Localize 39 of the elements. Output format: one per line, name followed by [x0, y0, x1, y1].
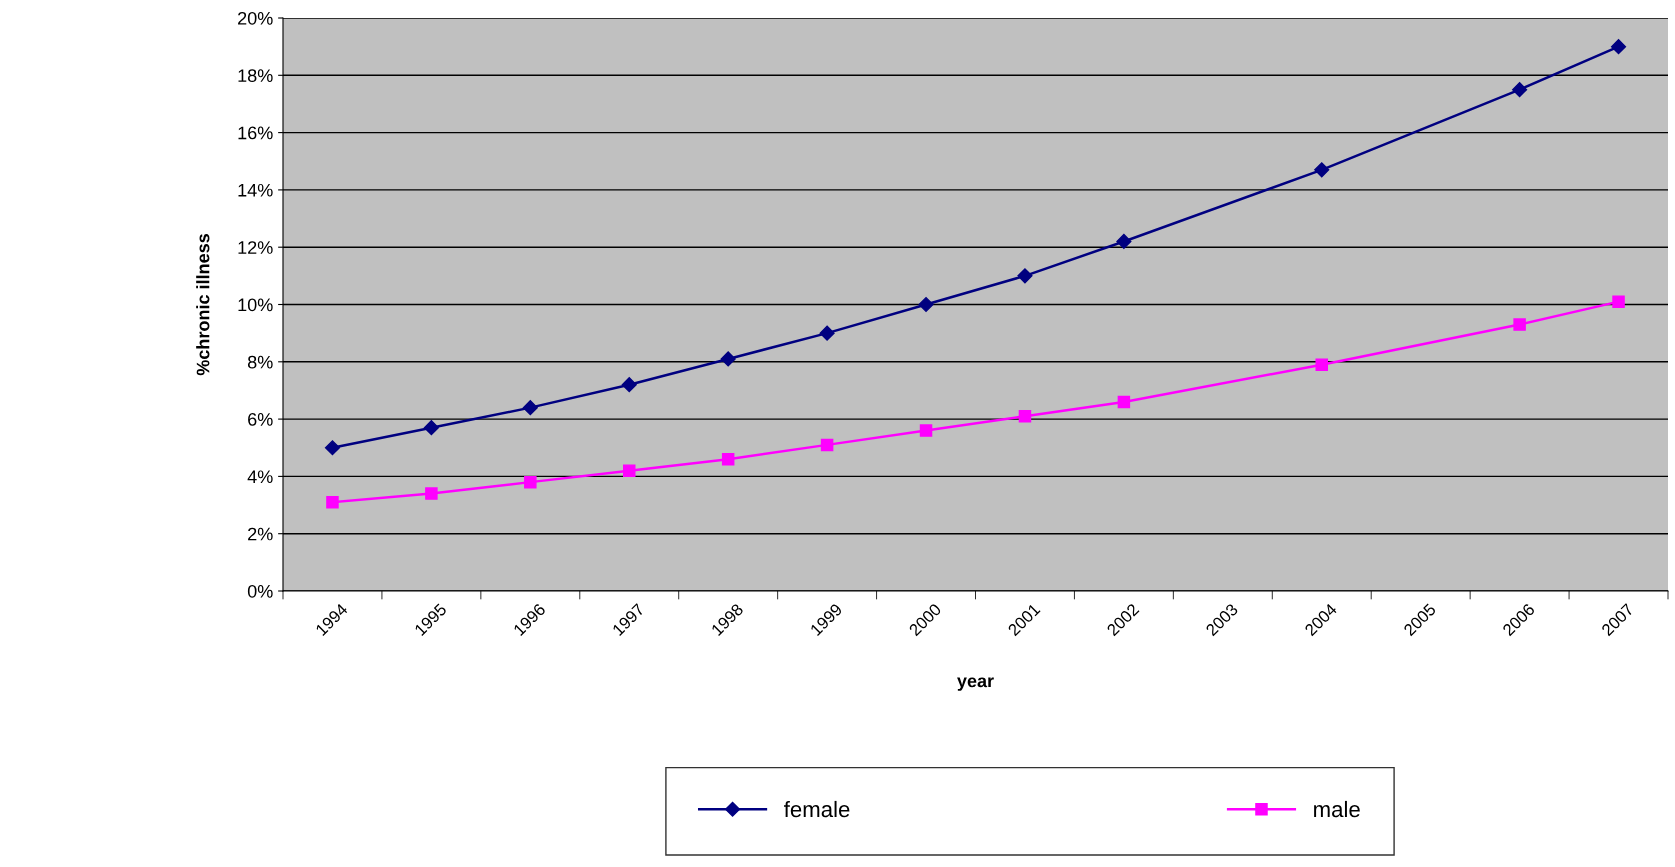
point — [621, 377, 637, 393]
point — [622, 464, 636, 477]
y-tick-label: 14% — [238, 183, 273, 197]
point — [425, 487, 438, 500]
point — [1117, 395, 1131, 409]
point — [522, 400, 538, 416]
point — [919, 424, 933, 437]
point — [1018, 409, 1032, 423]
point — [1315, 358, 1329, 371]
y-tick-label: 2% — [248, 527, 273, 541]
y-tick-label: 16% — [238, 126, 273, 140]
point — [1610, 39, 1627, 55]
legend-label: male — [1314, 800, 1360, 818]
y-tick-label: 18% — [238, 69, 273, 83]
point — [1513, 318, 1526, 331]
point — [1116, 233, 1132, 250]
x-axis-title: year — [957, 677, 994, 691]
point — [1612, 295, 1625, 308]
y-tick-label: 0% — [247, 584, 273, 598]
y-tick-label: 6% — [248, 413, 273, 426]
legend-label: female — [784, 800, 850, 818]
point — [326, 495, 339, 509]
point — [918, 296, 934, 313]
point — [1017, 268, 1033, 284]
point — [423, 420, 439, 436]
point — [819, 325, 835, 341]
point — [721, 452, 735, 466]
point — [720, 351, 736, 367]
y-tick-label: 12% — [238, 241, 273, 254]
y-tick-label: 20% — [238, 11, 273, 25]
point — [1512, 82, 1528, 98]
y-tick-label: 8% — [247, 355, 273, 369]
point — [1314, 162, 1330, 178]
y-axis-title: %chronic illness — [196, 233, 210, 376]
y-tick-label: 10% — [238, 298, 273, 312]
point — [524, 475, 537, 489]
point — [324, 440, 341, 456]
y-tick-label: 4% — [247, 470, 273, 484]
point — [820, 438, 834, 452]
